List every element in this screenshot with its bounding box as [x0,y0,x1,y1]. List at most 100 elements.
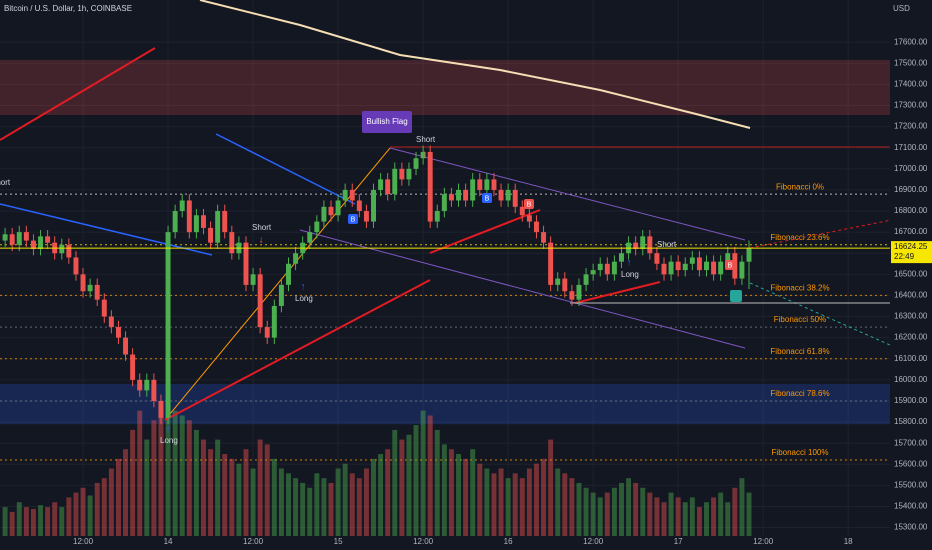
y-tick-label: 17400.00 [894,80,928,89]
x-tick-label: 14 [164,537,173,546]
signal-label: Short [416,135,436,144]
volume-bar [236,463,242,536]
candle-body [130,354,136,380]
candle-body [278,284,284,306]
volume-bar [108,468,114,536]
candle-body [307,232,313,243]
y-tick-label: 16200.00 [894,333,928,342]
candle-body [448,194,454,201]
volume-bar [392,429,398,536]
y-tick-label: 15800.00 [894,417,928,426]
candle-body [533,221,539,233]
volume-bar [696,507,702,536]
candle-body [16,232,22,245]
volume-bar [23,507,29,536]
volume-bar [45,507,51,536]
volume-bar [385,449,391,536]
candle-body [342,189,348,201]
candle-body [108,316,114,328]
volume-bar [94,482,100,536]
candle-body [172,211,178,233]
arrow: ↑ [166,425,171,436]
signal-badge-label: B [728,262,733,269]
volume-bar [222,454,228,536]
volume-bar [463,458,469,536]
candle-body [647,236,653,254]
volume-bar [278,468,284,536]
candle-body [9,234,15,245]
volume-bar [668,492,674,536]
volume-bar [626,478,632,536]
candle-body [115,327,121,338]
candle-body [264,327,270,338]
candle-body [633,242,639,250]
volume-bar [257,439,263,536]
volume-bar [725,502,731,536]
volume-bar [711,497,717,536]
candle-body [335,200,341,216]
volume-bar [519,478,525,536]
candle-body [314,221,320,233]
volume-bar [555,468,561,536]
signal-label: Short [252,223,272,232]
volume-bar [413,425,419,536]
volume-bar [448,449,454,536]
volume-bar [38,505,44,536]
volume-bar [293,478,299,536]
volume-bar [193,429,199,536]
candle-body [271,305,277,338]
candle-body [243,242,249,285]
y-tick-label: 15700.00 [894,438,928,447]
volume-bar [144,439,150,536]
y-tick-label: 17600.00 [894,37,928,46]
signal-badge-label: B [527,201,532,208]
candle-body [413,158,419,169]
x-tick-label: 16 [504,537,513,546]
signal-badge-label: B [351,216,356,223]
y-tick-label: 16100.00 [894,354,928,363]
y-tick-label: 16700.00 [894,227,928,236]
candle-body [406,168,412,180]
volume-bar [271,458,277,536]
signal-badge [524,199,534,209]
candle-body [711,261,717,275]
volume-bar [314,473,320,536]
candle-body [519,206,525,216]
x-tick-label: 12:00 [753,537,774,546]
volume-bar [80,487,86,536]
volume-bar [52,502,58,536]
volume-bar [640,487,646,536]
candle-body [696,257,702,271]
candle-body [137,379,143,391]
volume-bar [130,429,136,536]
volume-bar [208,449,214,536]
candle-body [356,200,362,212]
y-tick-label: 16300.00 [894,312,928,321]
volume-bar [137,410,143,536]
x-tick-label: 18 [844,537,853,546]
volume-bar [335,468,341,536]
volume-bar [512,473,518,536]
volume-bar [562,473,568,536]
volume-bar [441,444,447,536]
x-tick-label: 15 [334,537,343,546]
volume-bar [229,458,235,536]
projection-line [749,211,932,249]
candle-body [165,232,171,418]
arrow: ↓ [259,235,264,246]
candle-body [427,151,433,222]
candle-body [463,189,469,201]
volume-bar [420,410,426,536]
candle-body [30,240,36,250]
candle-body [59,244,65,254]
fib-label: Fibonacci 23.6% [770,233,829,242]
y-tick-label: 15400.00 [894,502,928,511]
pattern-badge [362,111,412,133]
volume-bar [654,497,660,536]
volume-bar [477,463,483,536]
candle-body [704,261,709,271]
candle-body [668,261,674,275]
arrow: ↑ [301,282,306,293]
signal-badge [725,260,735,270]
volume-bar [307,487,313,536]
